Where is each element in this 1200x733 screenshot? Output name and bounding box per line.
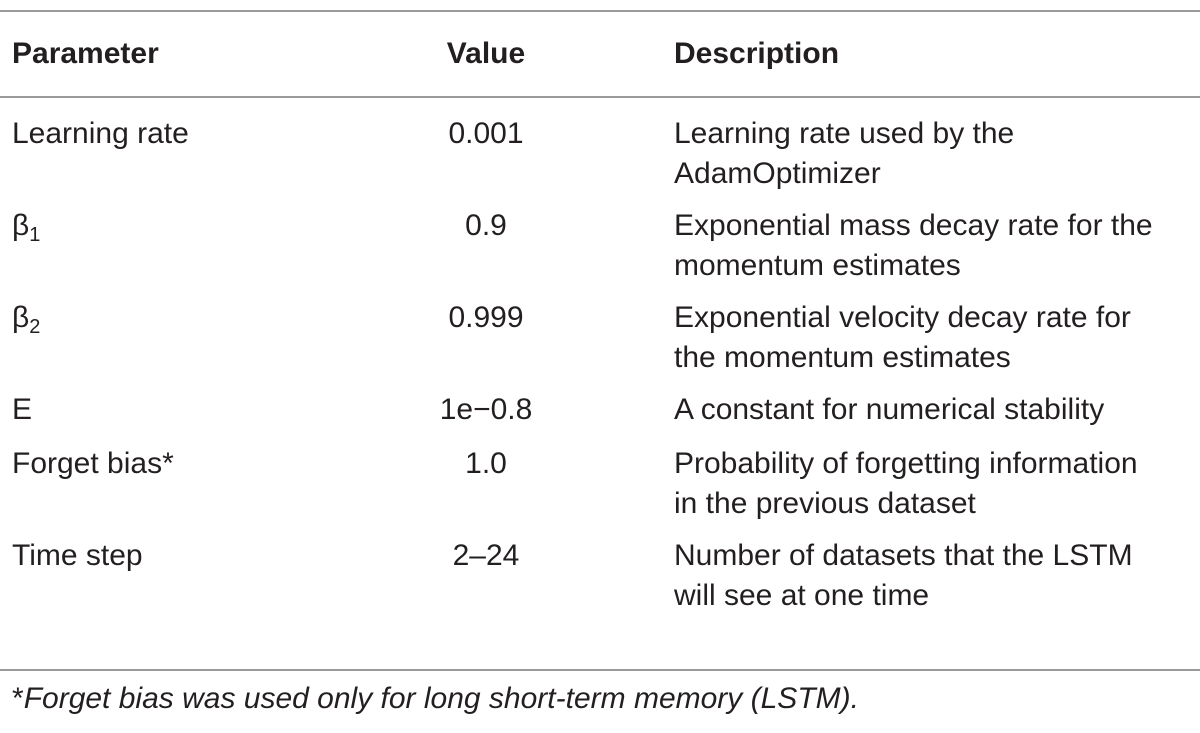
footnote-text: Forget bias was used only for long short… <box>23 682 859 715</box>
description-cell: Number of datasets that the LSTM will see… <box>672 536 1200 628</box>
description-line: Exponential mass decay rate for the <box>674 209 1153 242</box>
param-name: Time step <box>12 539 143 572</box>
value-cell: 0.001 <box>448 117 524 150</box>
description-line: Probability of forgetting information <box>674 447 1138 480</box>
table-top-rule <box>0 10 1200 12</box>
table-row: β1 0.9 Exponential mass decay rate for t… <box>0 206 1200 298</box>
description-line: Learning rate used by the <box>674 117 1015 150</box>
table-footnote: *Forget bias was used only for long shor… <box>12 678 859 720</box>
table-header-row: Parameter Value Description <box>0 12 1200 96</box>
description-line: Number of datasets that the LSTM <box>674 539 1133 572</box>
value-cell: 1.0 <box>465 447 507 480</box>
param-cell: β1 <box>0 206 300 298</box>
param-cell: Forget bias* <box>0 444 300 536</box>
param-cell: β2 <box>0 298 300 390</box>
value-cell: 2–24 <box>452 539 520 572</box>
table-bottom-rule <box>0 669 1200 671</box>
param-subscript: 1 <box>29 224 41 246</box>
description-line: AdamOptimizer <box>674 157 881 190</box>
description-cell: Exponential velocity decay rate for the m… <box>672 298 1200 390</box>
header-description: Description <box>674 37 840 70</box>
description-line: in the previous dataset <box>674 487 976 520</box>
description-line: Exponential velocity decay rate for <box>674 301 1131 334</box>
description-cell: Exponential mass decay rate for the momen… <box>672 206 1200 298</box>
header-parameter: Parameter <box>12 37 159 70</box>
parameter-table: Parameter Value Description Learning rat… <box>0 12 1200 628</box>
description-line: A constant for numerical stability <box>674 393 1105 426</box>
table-row: E 1e−0.8 A constant for numerical stabil… <box>0 390 1200 444</box>
description-line: momentum estimates <box>674 249 961 282</box>
param-cell: Learning rate <box>0 96 300 206</box>
param-cell: Time step <box>0 536 300 628</box>
description-line: the momentum estimates <box>674 341 1011 374</box>
value-cell: 1e−0.8 <box>439 393 533 426</box>
footnote-mark: * <box>12 682 24 715</box>
description-cell: Learning rate used by the AdamOptimizer <box>672 96 1200 206</box>
description-cell: A constant for numerical stability <box>672 390 1200 444</box>
param-subscript: 2 <box>29 316 41 338</box>
table-header-rule <box>0 96 1200 98</box>
table-row: Forget bias* 1.0 Probability of forgetti… <box>0 444 1200 536</box>
header-value: Value <box>446 37 526 70</box>
table-row: Learning rate 0.001 Learning rate used b… <box>0 96 1200 206</box>
value-cell: 0.9 <box>465 209 507 242</box>
description-cell: Probability of forgetting information in … <box>672 444 1200 536</box>
table-row: Time step 2–24 Number of datasets that t… <box>0 536 1200 628</box>
param-name: Forget bias* <box>12 447 174 480</box>
param-name: Learning rate <box>12 117 189 150</box>
param-name: E <box>12 393 33 426</box>
param-name: β <box>12 301 30 334</box>
value-cell: 0.999 <box>448 301 524 334</box>
table-row: β2 0.999 Exponential velocity decay rate… <box>0 298 1200 390</box>
param-name: β <box>12 209 30 242</box>
param-cell: E <box>0 390 300 444</box>
description-line: will see at one time <box>674 579 930 612</box>
